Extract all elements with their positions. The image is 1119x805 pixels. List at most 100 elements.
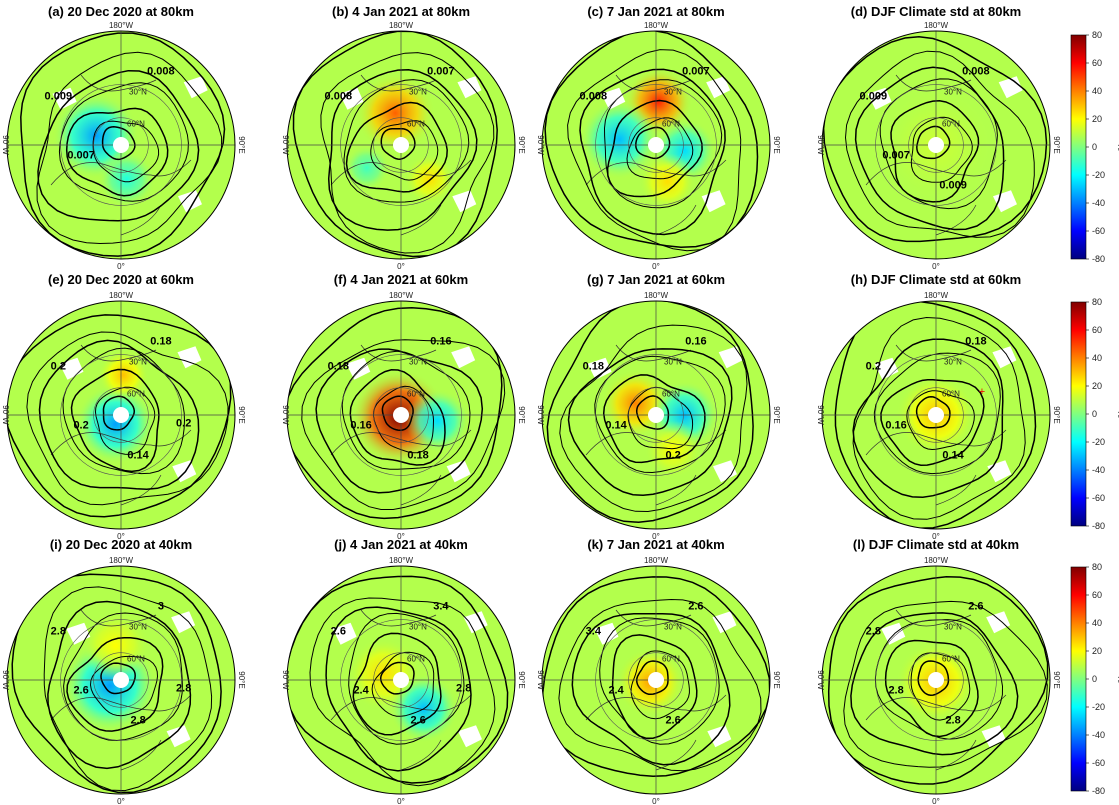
contour-line: [43, 586, 213, 792]
label-60n: 60°N: [662, 390, 680, 399]
label-90e: 90°E: [237, 406, 246, 423]
contour-label: 2.6: [968, 600, 983, 612]
label-90w: 90°W: [281, 670, 290, 690]
label-90e: 90°E: [1052, 136, 1061, 153]
map-content: [822, 301, 1050, 529]
colorbar-tick-label: 0: [1092, 409, 1097, 419]
missing-data-patch: [178, 190, 202, 213]
map-frame: [541, 300, 771, 530]
contour-line: [320, 52, 495, 254]
pole-mask: [113, 672, 129, 688]
contour-label: 0.008: [325, 90, 353, 102]
label-90w: 90°W: [816, 405, 825, 425]
missing-data-patch: [166, 725, 191, 748]
contour-line: [635, 660, 669, 696]
anomaly-field: [579, 99, 660, 180]
map-content: [7, 31, 235, 259]
map-panel: (a) 20 Dec 2020 at 80km 0.009 0.008 0.007 18…: [1, 4, 246, 271]
contour-line: [850, 612, 1019, 756]
map-frame: [541, 565, 771, 795]
contour-label: 0.16: [350, 420, 371, 432]
colorbar-tick-label: -20: [1092, 702, 1105, 712]
missing-data-patch: [457, 76, 482, 99]
contour-label: 0.14: [605, 420, 627, 432]
contour-line: [843, 600, 1048, 768]
map-content: [542, 31, 770, 259]
pole-mask: [928, 137, 944, 153]
contour-label: 0.16: [685, 335, 706, 347]
contour-line: [370, 120, 439, 181]
contour-line: [327, 69, 478, 231]
label-30n: 30°N: [129, 623, 147, 632]
colorbar-scale: [1070, 566, 1087, 792]
label-60n: 60°N: [662, 120, 680, 129]
missing-data-patch: [463, 611, 488, 634]
contour-label: 0.14: [942, 449, 964, 461]
map-panel: (g) 7 Jan 2021 at 60km 0.18 0.16 0.14 0.2 180…: [536, 272, 781, 541]
contour-line: [287, 575, 509, 784]
map-content: [542, 566, 770, 794]
label-180w: 180°W: [644, 291, 669, 300]
contour-line: [627, 386, 694, 450]
contour-line: [917, 660, 950, 697]
colorbar-tick-label: 20: [1092, 646, 1102, 656]
map-panel: (h) DJF Climate std at 60km +0.2 0.18 0.16 0…: [816, 272, 1061, 541]
colorbar-scale: [1070, 301, 1087, 527]
missing-data-patch: [446, 460, 471, 483]
anomaly-field: [75, 384, 156, 465]
colorbar-tick-label: -20: [1092, 437, 1105, 447]
missing-data-patch: [713, 460, 737, 483]
anomaly-field: [98, 150, 156, 208]
contour-label: 2.6: [73, 685, 88, 697]
colorbar-tick-label: -40: [1092, 198, 1105, 208]
pole-mask: [113, 407, 129, 423]
label-0deg: 0°: [397, 797, 405, 805]
label-180w: 180°W: [644, 21, 669, 30]
colorbar-unit: %: [1116, 143, 1119, 151]
colorbar-tick-label: 20: [1092, 114, 1102, 124]
missing-data-patch: [59, 357, 84, 380]
missing-data-patch: [171, 611, 196, 634]
label-90w: 90°W: [281, 405, 290, 425]
map-content: [287, 566, 515, 794]
contour-line: [89, 655, 159, 717]
colorbar-tick-label: 80: [1092, 30, 1102, 40]
label-0deg: 0°: [397, 532, 405, 541]
colorbar: 80 60 40 20 0 -20 -40 -60 -80%: [1070, 30, 1119, 264]
colorbar-tick-label: 40: [1092, 86, 1102, 96]
anomaly-field: [405, 388, 470, 453]
colorbars: 80 60 40 20 0 -20 -40 -60 -80% 80 60 40 20 0 -20 -40 -60…: [1070, 30, 1119, 796]
missing-data-patch: [992, 346, 1017, 369]
map-content: [287, 31, 515, 259]
contour-line: [916, 125, 951, 160]
pole-mask: [648, 672, 664, 688]
contour-line: [301, 339, 506, 510]
colorbar-tick-label: 60: [1092, 325, 1102, 335]
contour-label: 2.6: [331, 625, 346, 637]
panel-title: (j) 4 Jan 2021 at 40km: [334, 537, 468, 552]
contour-label: 3: [158, 600, 164, 612]
label-60n: 60°N: [942, 655, 960, 664]
label-30n: 30°N: [944, 623, 962, 632]
contour-line: [11, 573, 222, 794]
contour-line: [884, 639, 979, 738]
contour-line: [542, 576, 770, 777]
missing-data-patch: [452, 190, 477, 213]
contour-line: [558, 598, 762, 772]
contour-line: [352, 632, 442, 736]
contour-line: [602, 374, 706, 464]
contour-line: [571, 612, 731, 766]
panel-title: (k) 7 Jan 2021 at 40km: [587, 537, 724, 552]
panel-title: (e) 20 Dec 2020 at 60km: [48, 272, 194, 287]
map-panel: (e) 20 Dec 2020 at 60km 0.2 0.18 0.2 0.14 0.2…: [1, 272, 246, 541]
colorbar-scale: [1070, 34, 1087, 260]
contour-line: [380, 127, 416, 160]
label-60n: 60°N: [127, 655, 145, 664]
colorbar-tick-label: 20: [1092, 381, 1102, 391]
colorbar-tick-label: -80: [1092, 254, 1105, 264]
missing-data-patch: [993, 190, 1017, 213]
label-30n: 30°N: [129, 88, 147, 97]
contour-line: [94, 386, 156, 455]
label-180w: 180°W: [109, 556, 134, 565]
panel-title: (c) 7 Jan 2021 at 80km: [587, 4, 724, 19]
